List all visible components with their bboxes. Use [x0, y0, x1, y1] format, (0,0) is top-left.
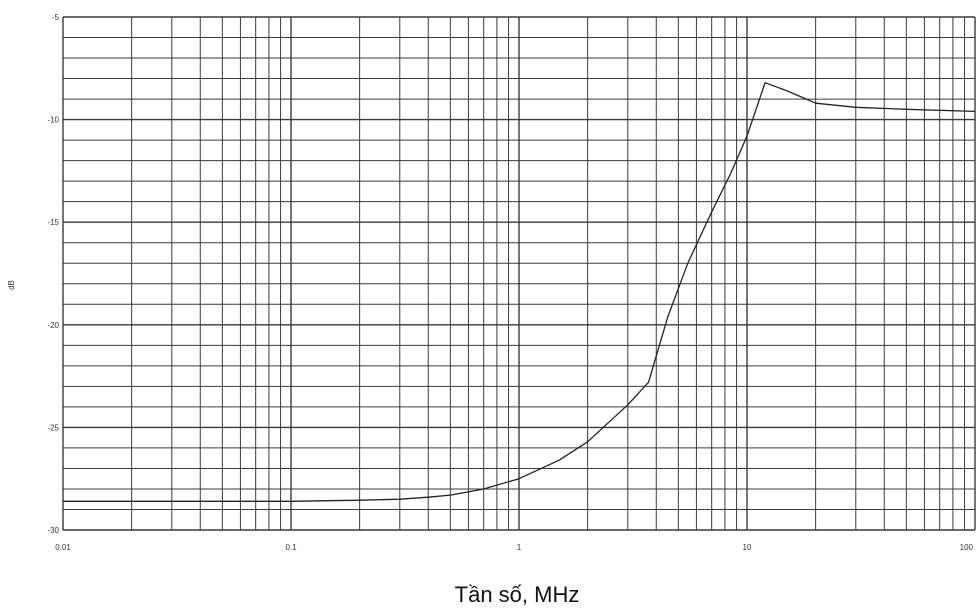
y-axis-label: dB — [7, 280, 16, 290]
x-tick-label: 1 — [517, 543, 522, 552]
y-tick-label: -10 — [47, 116, 59, 125]
grid — [62, 16, 976, 531]
y-tick-label: -20 — [47, 321, 59, 330]
x-tick-label: 100 — [960, 543, 974, 552]
x-axis-label: Tần số, MHz — [455, 582, 580, 607]
x-tick-label: 0.01 — [55, 543, 71, 552]
y-tick-label: -15 — [47, 218, 59, 227]
series-line — [63, 82, 976, 502]
y-tick-label: -25 — [47, 423, 59, 432]
x-tick-label: 0.1 — [285, 543, 297, 552]
y-tick-label: -5 — [52, 13, 60, 22]
x-tick-labels: 0.01 0.1 1 10 100 — [55, 543, 973, 552]
y-tick-labels: -30 -25 -20 -15 -10 -5 — [47, 13, 59, 535]
y-tick-label: -30 — [47, 526, 59, 535]
x-tick-label: 10 — [743, 543, 752, 552]
series-layer — [63, 82, 976, 502]
